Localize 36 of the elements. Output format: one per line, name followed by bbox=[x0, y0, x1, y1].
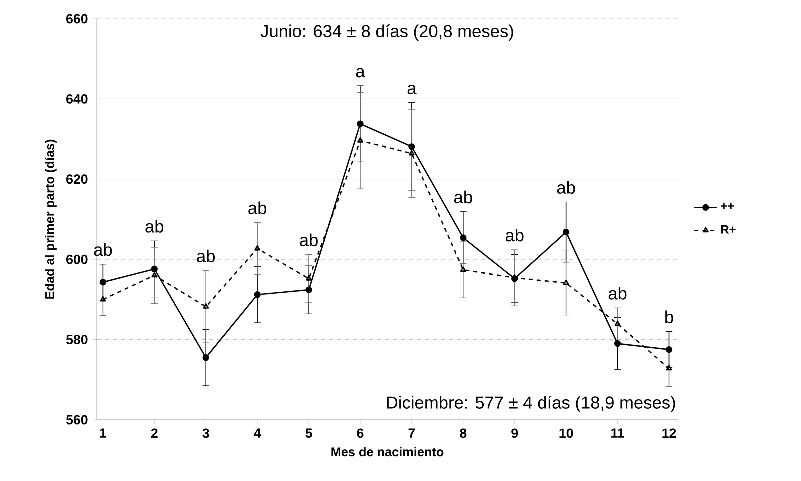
y-tick-label: 620 bbox=[66, 174, 88, 184]
annotation: ab bbox=[197, 250, 216, 263]
x-tick-label: 9 bbox=[512, 428, 518, 438]
annotation: ab bbox=[94, 243, 112, 256]
legend-label: R+ bbox=[721, 226, 736, 234]
annotation: Diciembre: 577 ± 4 días (18,9 meses) bbox=[387, 396, 676, 412]
legend-label: ++ bbox=[721, 203, 734, 210]
y-tick-label: 660 bbox=[66, 14, 88, 24]
x-axis-title: Mes de nacimiento bbox=[332, 447, 444, 457]
annotation: ab bbox=[146, 220, 164, 233]
annotation: a bbox=[356, 68, 366, 78]
annotation: ab bbox=[248, 202, 266, 214]
x-tick-label: 1 bbox=[100, 428, 107, 438]
x-tick-label: 4 bbox=[254, 428, 262, 438]
annotation: ab bbox=[557, 181, 576, 194]
y-axis-title: Edad al primer parto (días) bbox=[44, 140, 57, 299]
annotation: ab bbox=[454, 190, 472, 204]
y-tick-label: 560 bbox=[66, 415, 88, 425]
x-tick-label: 6 bbox=[357, 428, 364, 438]
annotation: ab bbox=[608, 287, 627, 300]
x-tick-label: 5 bbox=[306, 428, 312, 438]
annotation: ab bbox=[506, 228, 524, 242]
y-tick-label: 600 bbox=[66, 254, 88, 264]
annotation: a bbox=[408, 85, 417, 95]
x-tick-label: 12 bbox=[662, 428, 676, 438]
annotation: ab bbox=[300, 234, 318, 247]
x-tick-label: 10 bbox=[560, 428, 574, 438]
x-tick-label: 2 bbox=[151, 428, 158, 438]
x-tick-label: 8 bbox=[460, 428, 467, 438]
annotation: Junio: 634 ± 8 días (20,8 meses) bbox=[260, 24, 514, 41]
annotation: b bbox=[666, 310, 674, 324]
x-tick-label: 7 bbox=[408, 428, 416, 438]
y-tick-label: 580 bbox=[66, 335, 88, 345]
y-tick-label: 640 bbox=[66, 94, 88, 104]
x-tick-label: 3 bbox=[202, 428, 210, 438]
x-tick-label: 11 bbox=[612, 428, 624, 438]
